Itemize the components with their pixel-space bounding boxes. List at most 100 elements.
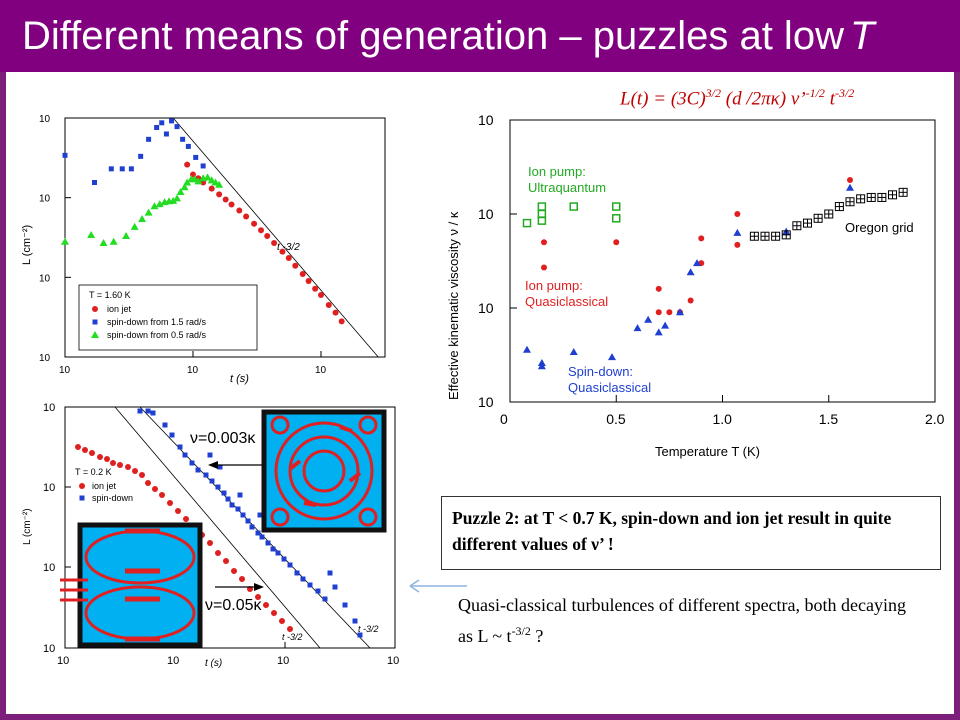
chart3-point xyxy=(813,213,823,223)
chart3-point xyxy=(781,230,791,240)
chart2-slope-label-a: t -3/2 xyxy=(358,624,379,634)
rings-box xyxy=(261,409,387,533)
chart3-xtick-label: 0 xyxy=(500,411,508,427)
quasiclassical-flow-illustration xyxy=(60,522,203,648)
chart1-point xyxy=(312,285,319,292)
chart2-spin-down-point xyxy=(332,584,338,590)
chart1-ytick-label: 10 xyxy=(39,273,51,284)
chart2-ion-jet-point xyxy=(215,550,221,556)
chart2-ion-jet-point xyxy=(263,602,269,608)
chart1-point xyxy=(169,118,175,124)
chart3-point xyxy=(655,309,662,316)
chart1-point xyxy=(62,152,68,158)
chart2-ion-jet-point xyxy=(89,450,95,456)
chart3-ytick-label: 10 xyxy=(478,300,494,316)
chart1-legend-label: spin-down from 1.5 rad/s xyxy=(107,317,207,327)
decay-formula: L(t) = (3C)3/2 (d /2πκ) ν’-1/2 t-3/2 xyxy=(620,86,855,110)
chart1-point xyxy=(207,176,216,184)
chart3-point xyxy=(569,348,578,356)
chart1-point xyxy=(159,120,165,126)
chart2-spin-down-point xyxy=(255,530,261,536)
chart2-spin-down-point xyxy=(169,432,175,438)
ring-arrow xyxy=(339,425,353,433)
chart1-point xyxy=(146,136,152,142)
chart2-ytick-label: 10 xyxy=(43,402,55,414)
chart2-ion-jet-point xyxy=(82,447,88,453)
chart3-xtick-label: 0.5 xyxy=(606,411,626,427)
chart1-point xyxy=(184,161,191,168)
chart1-point xyxy=(271,239,278,246)
chart1-point xyxy=(183,178,192,186)
puzzle-box: Puzzle 2: at T < 0.7 K, spin-down and io… xyxy=(441,496,941,570)
chart1-point xyxy=(169,196,178,204)
chart1-point xyxy=(185,143,191,149)
chart1-point xyxy=(338,318,345,325)
chart3-ytick-label: 10 xyxy=(478,206,494,222)
chart1-point xyxy=(87,230,96,238)
chart2-spin-down-point xyxy=(322,596,328,602)
chart2-legend-title: T = 0.2 K xyxy=(75,467,112,477)
chart3-point xyxy=(541,239,547,246)
chart2-ion-jet-point xyxy=(271,610,277,616)
chart1-point xyxy=(61,237,69,245)
chart2-spin-down-point xyxy=(249,524,255,530)
flow-box xyxy=(77,522,203,648)
chart2-spin-down-point xyxy=(240,512,246,518)
chart3-point xyxy=(522,218,532,228)
chart2-spin-down-point xyxy=(259,534,265,540)
chart3-xtick-label: 1.5 xyxy=(819,411,839,427)
ring-arrow xyxy=(348,471,362,483)
chart1-legend-marker xyxy=(92,319,98,325)
chart2-spin-down-point xyxy=(137,408,143,414)
chart1-point xyxy=(144,208,153,216)
chart1-point xyxy=(193,154,199,160)
chart1-point xyxy=(91,180,97,186)
chart2-ion-jet-point xyxy=(167,500,173,506)
chart2-ylabel: L (cm⁻²) xyxy=(22,508,33,545)
chart3-label-ion-pump-qc-2: Quasiclassical xyxy=(525,294,608,309)
chart3-xtick-label: 2.0 xyxy=(925,411,945,427)
chart2-arrowhead-bottom xyxy=(254,583,264,591)
chart1-ytick-label: 10 xyxy=(39,194,51,205)
chart2-ion-jet-point xyxy=(231,568,237,574)
chart3-point xyxy=(633,324,642,332)
chart3-point xyxy=(856,194,866,204)
corner-ring xyxy=(270,507,290,527)
chart3-point xyxy=(613,239,620,246)
chart1-xtick-label: 10 xyxy=(59,365,71,376)
chart3-ylabel: Effective kinematic viscosity ν / κ xyxy=(446,211,461,400)
chart3-xlabel: Temperature T (K) xyxy=(655,444,760,459)
chart1-legend-label: spin-down from 0.5 rad/s xyxy=(107,330,207,340)
chart2-ion-jet-point xyxy=(152,486,158,492)
chart3-point xyxy=(569,202,578,211)
chart2-arrowhead-top xyxy=(208,461,218,469)
chart1-point xyxy=(285,254,292,261)
chart1-slope-line xyxy=(172,117,379,358)
chart2-ion-jet-point xyxy=(110,460,116,466)
chart1-point xyxy=(222,196,229,203)
chart3-point xyxy=(666,309,673,316)
chart2-ion-jet-point xyxy=(223,558,229,564)
chart3-ytick-label: 10 xyxy=(478,112,494,128)
chart1-point xyxy=(299,271,306,278)
chart1-legend-box xyxy=(78,284,258,351)
chart3-label-ion-pump-uq-2: Ultraquantum xyxy=(528,180,606,195)
chart2-ion-jet-point xyxy=(139,472,145,478)
chart3-point xyxy=(866,192,876,202)
chart2-ytick-label: 10 xyxy=(43,643,55,655)
chart2-spin-down-point xyxy=(281,556,287,562)
chart2-spin-down-point xyxy=(294,570,300,576)
chart2-legend-marker xyxy=(79,483,85,489)
chart1-point xyxy=(208,185,215,192)
chart-ionjet-spindown-160K: 10 10 10 10 10 10 10 t (s) L (cm⁻²) t -3/2 T = 1.6… xyxy=(21,114,386,385)
chart3-label-spin-down-2: Quasiclassical xyxy=(568,380,651,395)
chart1-xlabel: t (s) xyxy=(230,373,249,385)
chart1-point xyxy=(108,166,114,172)
chart3-point xyxy=(733,228,742,236)
chart2-spin-down-point xyxy=(203,472,209,478)
chart2-ion-jet-point xyxy=(287,626,293,632)
chart3-point xyxy=(877,192,887,202)
chart3-point xyxy=(655,285,662,292)
